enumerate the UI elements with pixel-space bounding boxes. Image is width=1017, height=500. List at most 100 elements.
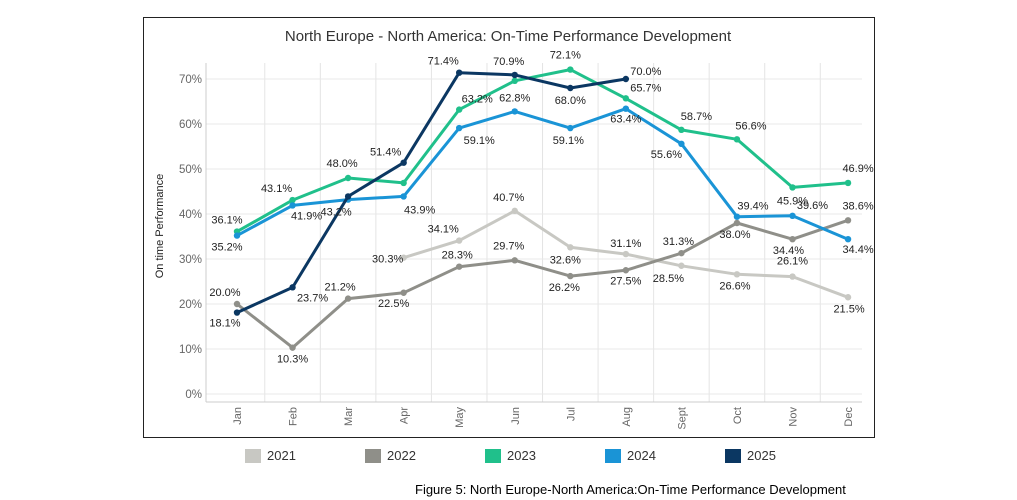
legend-item-2024[interactable]: 2024 [605,448,656,463]
data-label-2023: 45.9% [777,195,808,207]
data-point-2023[interactable] [400,179,407,187]
data-point-2021[interactable] [567,244,574,251]
y-tick-label: 20% [179,299,202,311]
data-label-2023: 63.2% [462,94,493,106]
data-point-2021[interactable] [789,273,796,280]
data-label-2021: 26.6% [719,280,750,292]
data-point-2023[interactable] [844,179,852,187]
y-axis-label: On time Performance [154,174,166,279]
data-point-2023[interactable] [456,106,463,113]
data-point-2024[interactable] [289,202,296,209]
data-point-2023[interactable] [344,174,352,182]
data-label-2025: 18.1% [209,318,240,330]
data-point-2025[interactable] [567,84,574,92]
data-label-2023: 58.7% [681,111,712,123]
legend-item-2023[interactable]: 2023 [485,448,536,463]
data-point-2022[interactable] [456,263,463,270]
x-tick-label: Sept [676,407,688,430]
legend-swatch-2023 [485,448,501,463]
data-point-2025[interactable] [233,309,241,316]
data-point-2022[interactable] [789,236,796,243]
data-point-2023[interactable] [678,126,685,134]
data-point-2022[interactable] [233,300,241,308]
x-tick-label: Dec [843,407,855,427]
x-tick-label: Feb [288,407,300,426]
legend-label-2024: 2024 [627,448,656,463]
series-line-2022 [236,218,849,350]
data-point-2025[interactable] [511,71,518,79]
data-point-2022[interactable] [344,295,352,302]
x-tick-label: Jul [565,407,577,421]
data-point-2025[interactable] [400,159,407,166]
data-point-2024[interactable] [844,236,852,243]
data-label-2022: 20.0% [209,287,240,299]
data-label-2024: 59.1% [464,135,495,147]
data-label-2023: 48.0% [326,158,357,170]
x-tick-label: May [454,407,466,428]
data-point-2022[interactable] [622,267,630,274]
data-label-2022: 27.5% [610,275,641,287]
data-point-2023[interactable] [511,77,518,84]
data-label-2024: 41.9% [291,210,322,222]
data-label-2022: 28.3% [442,250,473,262]
data-point-2022[interactable] [678,249,685,257]
data-label-2024: 35.2% [211,242,242,254]
data-point-2024[interactable] [733,213,741,220]
data-label-2024: 63.4% [610,114,641,126]
data-label-2023: 43.1% [261,183,292,195]
y-tick-label: 50% [179,164,202,176]
data-point-2021[interactable] [400,254,407,261]
data-point-2021[interactable] [622,250,630,258]
legend-item-2025[interactable]: 2025 [725,448,776,463]
data-point-2024[interactable] [400,193,407,200]
data-point-2024[interactable] [622,105,630,112]
data-label-2022: 29.7% [493,240,524,252]
data-point-2022[interactable] [511,257,518,264]
data-label-2022: 34.4% [773,245,804,257]
data-label-2022: 38.0% [719,229,750,241]
data-point-2025[interactable] [344,193,352,200]
data-label-2022: 22.5% [378,298,409,310]
data-point-2024[interactable] [567,124,574,132]
data-point-2021[interactable] [844,294,852,301]
data-point-2025[interactable] [289,284,296,291]
figure-caption: Figure 5: North Europe-North America:On-… [415,482,846,497]
x-tick-label: Aug [621,407,633,427]
data-point-2022[interactable] [733,219,741,227]
data-point-2022[interactable] [567,272,574,280]
data-point-2022[interactable] [844,217,852,224]
series-line-2025 [236,71,627,314]
data-point-2024[interactable] [233,232,241,239]
data-label-2023: 65.7% [630,82,661,94]
axes: 0% 10% 20% 30% 40% 50% 60% 70% Jan Feb Mar Apr May Ju… [179,63,862,430]
data-point-2025[interactable] [622,75,630,83]
data-label-2021: 21.5% [833,303,864,315]
data-point-2023[interactable] [733,136,741,143]
legend-item-2021[interactable]: 2021 [245,448,296,463]
data-point-2022[interactable] [289,344,296,351]
data-point-2024[interactable] [511,108,518,115]
data-point-2022[interactable] [400,289,407,296]
data-label-2023: 36.1% [211,215,242,227]
data-point-2023[interactable] [789,184,796,191]
data-point-2024[interactable] [678,140,685,147]
data-point-2023[interactable] [622,95,630,102]
data-label-2022: 26.2% [549,282,580,294]
x-tick-label: Oct [732,407,744,424]
data-point-2023[interactable] [567,66,574,73]
y-tick-label: 60% [179,119,202,131]
data-point-2023[interactable] [289,196,296,204]
data-point-2025[interactable] [456,69,463,76]
legend-item-2022[interactable]: 2022 [365,448,416,463]
line-chart: North Europe - North America: On-Time Pe… [154,28,874,430]
data-point-2021[interactable] [678,262,685,269]
data-point-2021[interactable] [456,237,463,244]
chart-frame: North Europe - North America: On-Time Pe… [143,17,875,438]
data-point-2024[interactable] [456,124,463,132]
data-point-2021[interactable] [511,207,518,215]
data-label-2025: 68.0% [555,95,586,107]
data-point-2024[interactable] [789,212,796,219]
data-label-2021: 31.1% [610,238,641,250]
data-point-2021[interactable] [733,271,741,278]
grid [206,63,862,402]
